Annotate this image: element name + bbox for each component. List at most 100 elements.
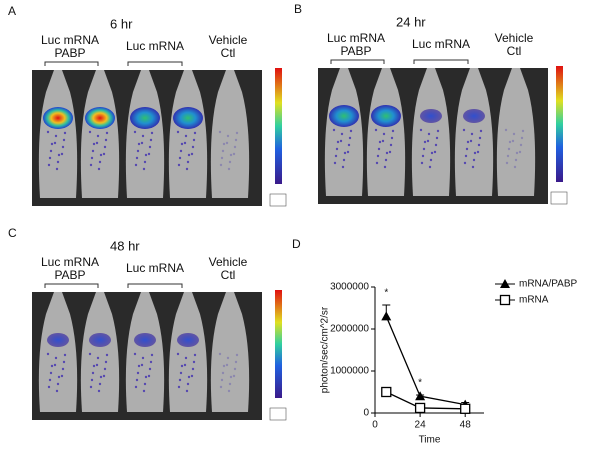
panel-letter: B (294, 2, 302, 16)
time-label: 6 hr (110, 16, 133, 31)
signal-speck (228, 160, 232, 164)
signal-speck (375, 161, 379, 165)
signal-speck (50, 142, 54, 146)
signal-speck (221, 371, 225, 375)
signal-speck (102, 152, 106, 156)
signal-speck (55, 389, 59, 393)
panel-letter: A (8, 4, 16, 18)
group-label: Luc mRNA (41, 33, 99, 47)
signal-speck (519, 143, 523, 147)
signal-speck (235, 353, 239, 357)
signal-speck (518, 150, 522, 154)
signal-speck (234, 360, 238, 364)
signal-speck (148, 145, 152, 149)
signal-speck (225, 363, 229, 367)
signal-speck (227, 389, 231, 393)
signal-speck (88, 130, 92, 134)
signal-speck (61, 367, 65, 371)
series-line (385, 316, 466, 406)
signal-speck (105, 353, 109, 357)
signal-speck (46, 352, 50, 356)
signal-speck (462, 128, 466, 132)
signal-speck (226, 134, 230, 138)
signal-speck (428, 165, 432, 169)
signal-speck (137, 364, 141, 368)
marker (381, 386, 392, 398)
signal-speck (515, 151, 519, 155)
signal-speck (347, 143, 351, 147)
signal-speck (185, 167, 189, 171)
signal-speck (102, 374, 106, 378)
panel-letter: D (292, 237, 301, 251)
x-tick-label: 0 (372, 420, 378, 431)
signal-speck (233, 145, 237, 149)
legend-label: mRNA/PABP (519, 279, 577, 290)
marker (460, 403, 471, 414)
signal-speck (144, 375, 148, 379)
group-label: Ctl (221, 46, 236, 60)
bracket (330, 59, 385, 64)
signal (463, 109, 485, 123)
signal-speck (47, 163, 51, 167)
signal-speck (50, 364, 54, 368)
signal (134, 333, 156, 347)
group-label: Ctl (507, 44, 522, 58)
signal-speck (422, 147, 426, 151)
mouse (210, 292, 250, 412)
signal-speck (133, 352, 137, 356)
signal-speck (226, 356, 230, 360)
signal-speck (234, 138, 238, 142)
group-label: PABP (54, 268, 85, 282)
signal-speck (98, 382, 102, 386)
signal-speck (348, 136, 352, 140)
signal-speck (136, 371, 140, 375)
time-label: 48 hr (110, 238, 140, 253)
signal-speck (150, 353, 154, 357)
signal-speck (142, 389, 146, 393)
signal (47, 333, 69, 347)
signal-speck (232, 374, 236, 378)
signal-speck (388, 150, 392, 154)
signal-speck (227, 167, 231, 171)
signal-speck (141, 356, 145, 360)
scale-box (269, 407, 287, 421)
signal-speck (54, 134, 58, 138)
signal-speck (478, 136, 482, 140)
signal-speck (49, 149, 53, 153)
signal (89, 333, 111, 347)
signal-speck (232, 152, 236, 156)
signal (329, 105, 359, 127)
signal-speck (56, 160, 60, 164)
signal-speck (88, 352, 92, 356)
significance-mark: * (384, 288, 388, 299)
mouse (80, 292, 120, 412)
signal-speck (340, 132, 344, 136)
bracket (127, 61, 183, 66)
signal-speck (56, 382, 60, 386)
signal-speck (336, 140, 340, 144)
signal-speck (508, 140, 512, 144)
signal-speck (53, 141, 57, 145)
signal-speck (187, 153, 191, 157)
signal-speck (504, 128, 508, 132)
group-label: Ctl (221, 268, 236, 282)
signal-speck (143, 382, 147, 386)
series-line (385, 391, 466, 410)
signal-speck (143, 160, 147, 164)
signal-speck (383, 165, 387, 169)
signal (371, 105, 401, 127)
signal-speck (476, 150, 480, 154)
x-tick-label: 48 (460, 420, 472, 431)
signal-speck (465, 147, 469, 151)
signal-speck (149, 138, 153, 142)
signal-speck (141, 134, 145, 138)
signal-speck (148, 367, 152, 371)
signal-speck (191, 145, 195, 149)
signal-speck (48, 378, 52, 382)
signal (85, 107, 115, 129)
signal-speck (46, 130, 50, 134)
signal-speck (229, 375, 233, 379)
signal-speck (342, 158, 346, 162)
y-tick-label: 3000000 (330, 282, 369, 293)
